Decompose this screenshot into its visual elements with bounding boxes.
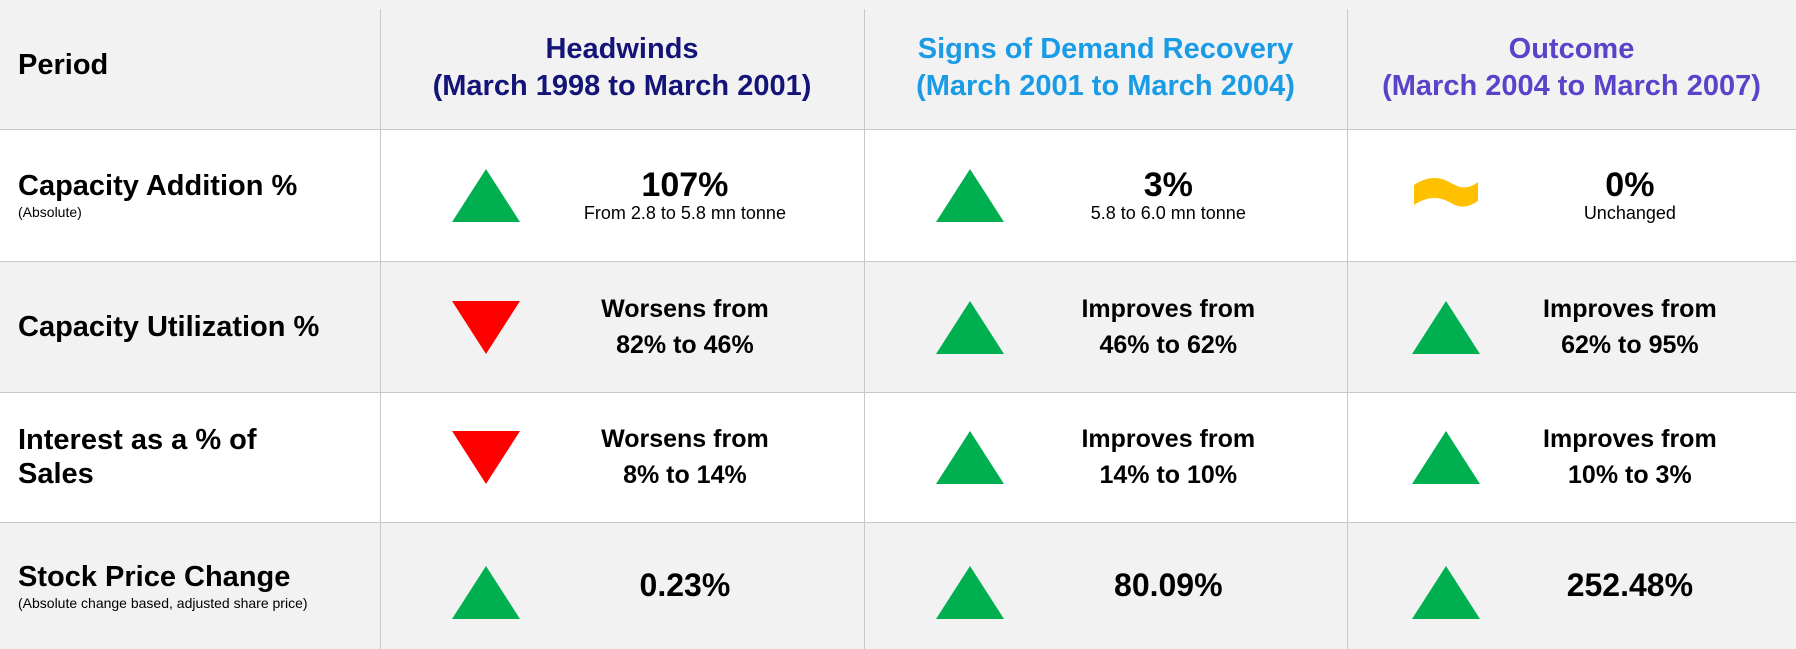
value-text: Improves from: [1543, 294, 1717, 323]
row-band: [0, 0, 1796, 129]
column-header: Headwinds (March 1998 to March 2001): [380, 6, 864, 129]
row-band: [0, 261, 1796, 392]
column-divider: [1347, 9, 1348, 649]
up-indicator: [936, 300, 1005, 354]
value-cell: Worsens from 82% to 46%: [564, 261, 806, 392]
metric-name: Capacity Utilization %: [18, 310, 320, 343]
row-divider: [0, 261, 1796, 262]
value-text: 62% to 95%: [1561, 330, 1699, 359]
indicator-shape: [936, 565, 1005, 619]
indicator-shape: [452, 169, 521, 222]
value-text: Worsens from: [601, 425, 769, 453]
value-cell: 252.48%: [1518, 522, 1743, 649]
up-indicator: [1411, 565, 1480, 619]
up-indicator: [1411, 431, 1480, 484]
column-subtitle: (March 2001 to March 2004): [916, 69, 1295, 102]
period-label: Period: [18, 48, 109, 81]
row-band: [0, 392, 1796, 522]
value-text: 0.23%: [639, 567, 731, 603]
indicator-shape: [936, 300, 1005, 354]
value-note: 5.8 to 6.0 mn tonne: [1090, 203, 1246, 223]
down-indicator: [452, 431, 521, 484]
up-indicator: [936, 431, 1005, 484]
indicator-shape: [1413, 178, 1478, 207]
value-text: Improves from: [1543, 425, 1717, 453]
row-divider: [0, 392, 1796, 393]
up-indicator: [936, 169, 1005, 222]
value-cell: Improves from 10% to 3%: [1518, 392, 1743, 522]
value-note: From 2.8 to 5.8 mn tonne: [583, 203, 786, 223]
value-text: Improves from: [1081, 425, 1256, 453]
value-cell: 0% Unchanged: [1518, 129, 1743, 261]
indicator-shape: [1411, 300, 1480, 354]
period-header: Period: [0, 0, 380, 129]
up-indicator: [452, 565, 521, 619]
column-divider: [864, 9, 865, 649]
row-label: Capacity Addition % (Absolute): [0, 129, 380, 261]
flat-indicator: [1413, 178, 1478, 207]
metric-name: Stock Price Change: [18, 560, 291, 593]
value-cell: 3% 5.8 to 6.0 mn tonne: [1048, 129, 1290, 261]
row-divider: [0, 129, 1796, 130]
value-text: 80.09%: [1114, 567, 1223, 603]
column-subtitle: (March 2004 to March 2007): [1382, 69, 1761, 102]
column-title: Outcome: [1508, 32, 1635, 65]
value-cell: 107% From 2.8 to 5.8 mn tonne: [564, 129, 806, 261]
value-text: 252.48%: [1566, 567, 1694, 603]
value-cell: Worsens from 8% to 14%: [564, 392, 806, 522]
row-label: Stock Price Change (Absolute change based…: [0, 522, 380, 649]
indicator-shape: [936, 169, 1005, 222]
column-title: Headwinds: [545, 32, 699, 65]
value-text: 14% to 10%: [1099, 461, 1238, 489]
value-text: 0%: [1605, 166, 1655, 204]
up-indicator: [936, 565, 1005, 619]
indicator-shape: [452, 300, 521, 354]
value-text: 8% to 14%: [623, 461, 747, 489]
value-text: 10% to 3%: [1568, 461, 1692, 489]
indicator-shape: [452, 565, 521, 619]
column-divider: [380, 9, 381, 649]
value-text: 46% to 62%: [1099, 330, 1238, 359]
value-cell: Improves from 14% to 10%: [1048, 392, 1290, 522]
value-text: Worsens from: [601, 294, 769, 323]
row-label: Interest as a % of Sales: [0, 392, 380, 522]
column-title: Signs of Demand Recovery: [917, 32, 1294, 65]
row-label: Capacity Utilization %: [0, 261, 380, 392]
indicator-shape: [936, 431, 1005, 484]
metric-name: Capacity Addition %: [18, 170, 298, 202]
row-divider: [0, 522, 1796, 523]
column-header: Outcome (March 2004 to March 2007): [1347, 6, 1796, 129]
down-indicator: [452, 300, 521, 354]
value-text: 3%: [1143, 166, 1193, 204]
value-cell: Improves from 46% to 62%: [1048, 261, 1290, 392]
column-subtitle: (March 1998 to March 2001): [432, 69, 812, 102]
metric-name: Interest as a % of Sales: [18, 424, 257, 490]
value-cell: 0.23%: [564, 522, 806, 649]
indicator-shape: [452, 431, 521, 484]
value-cell: 80.09%: [1048, 522, 1290, 649]
value-text: 82% to 46%: [616, 330, 754, 359]
row-band: [0, 522, 1796, 649]
value-cell: Improves from 62% to 95%: [1518, 261, 1743, 392]
value-text: Improves from: [1081, 294, 1256, 323]
value-note: Unchanged: [1583, 203, 1676, 223]
up-indicator: [452, 169, 521, 222]
row-band: [0, 129, 1796, 261]
indicator-shape: [1411, 565, 1480, 619]
column-header: Signs of Demand Recovery (March 2001 to M…: [864, 6, 1347, 129]
indicator-shape: [1411, 431, 1480, 484]
metric-note: (Absolute change based, adjusted share p…: [18, 594, 308, 611]
value-text: 107%: [641, 166, 729, 204]
up-indicator: [1411, 300, 1480, 354]
metric-note: (Absolute): [18, 204, 82, 220]
